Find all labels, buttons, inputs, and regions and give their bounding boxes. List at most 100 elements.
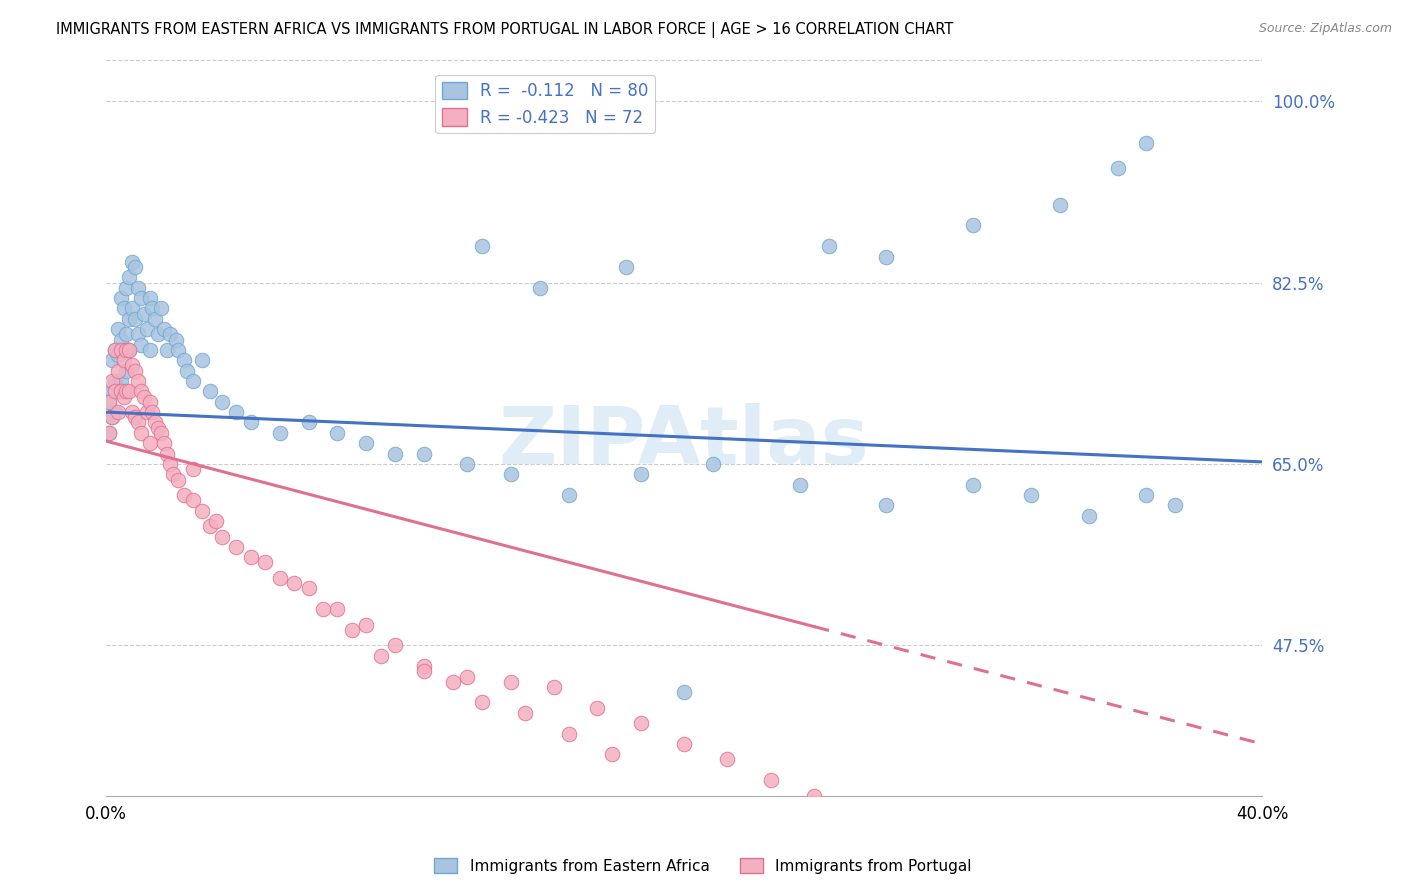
Point <box>529 281 551 295</box>
Point <box>159 327 181 342</box>
Point <box>150 301 173 316</box>
Point <box>118 343 141 357</box>
Point <box>110 384 132 399</box>
Point <box>269 425 291 440</box>
Point <box>121 405 143 419</box>
Point <box>150 425 173 440</box>
Point <box>614 260 637 274</box>
Point <box>269 571 291 585</box>
Point <box>1107 161 1129 176</box>
Point <box>190 353 212 368</box>
Point <box>356 617 378 632</box>
Point <box>211 530 233 544</box>
Point <box>107 384 129 399</box>
Point <box>716 752 738 766</box>
Point <box>962 477 984 491</box>
Point <box>600 747 623 762</box>
Text: ZIPAtlas: ZIPAtlas <box>499 403 869 482</box>
Point <box>340 623 363 637</box>
Point <box>143 416 166 430</box>
Point <box>673 737 696 751</box>
Point <box>557 726 579 740</box>
Point <box>112 353 135 368</box>
Legend: Immigrants from Eastern Africa, Immigrants from Portugal: Immigrants from Eastern Africa, Immigran… <box>429 852 977 880</box>
Point <box>112 301 135 316</box>
Point <box>129 384 152 399</box>
Point <box>138 436 160 450</box>
Point <box>165 333 187 347</box>
Point <box>101 374 124 388</box>
Point <box>312 602 335 616</box>
Point <box>121 254 143 268</box>
Point <box>156 343 179 357</box>
Point <box>135 322 157 336</box>
Point <box>104 384 127 399</box>
Text: IMMIGRANTS FROM EASTERN AFRICA VS IMMIGRANTS FROM PORTUGAL IN LABOR FORCE | AGE : IMMIGRANTS FROM EASTERN AFRICA VS IMMIGR… <box>56 22 953 38</box>
Point <box>176 364 198 378</box>
Point <box>1019 488 1042 502</box>
Point <box>543 680 565 694</box>
Point <box>159 457 181 471</box>
Point <box>384 447 406 461</box>
Point <box>156 447 179 461</box>
Point <box>107 322 129 336</box>
Point <box>557 488 579 502</box>
Point <box>127 281 149 295</box>
Point <box>153 436 176 450</box>
Point <box>127 374 149 388</box>
Point <box>173 353 195 368</box>
Point <box>471 239 494 253</box>
Point <box>141 301 163 316</box>
Point <box>121 359 143 373</box>
Point <box>1164 499 1187 513</box>
Point <box>297 582 319 596</box>
Point <box>356 436 378 450</box>
Point <box>1135 488 1157 502</box>
Point <box>962 219 984 233</box>
Point <box>759 773 782 788</box>
Point <box>148 327 170 342</box>
Point <box>132 390 155 404</box>
Point <box>129 291 152 305</box>
Point <box>817 239 839 253</box>
Point <box>200 519 222 533</box>
Point <box>702 457 724 471</box>
Point <box>413 447 436 461</box>
Point <box>115 327 138 342</box>
Point <box>118 311 141 326</box>
Point <box>441 674 464 689</box>
Point <box>101 384 124 399</box>
Point <box>107 348 129 362</box>
Point <box>456 669 478 683</box>
Point <box>132 307 155 321</box>
Point <box>104 343 127 357</box>
Point <box>141 405 163 419</box>
Point <box>110 343 132 357</box>
Point <box>112 384 135 399</box>
Point <box>673 685 696 699</box>
Point <box>127 327 149 342</box>
Point <box>239 416 262 430</box>
Point <box>630 467 652 482</box>
Point <box>107 364 129 378</box>
Point <box>98 425 121 440</box>
Point <box>129 425 152 440</box>
Point <box>143 311 166 326</box>
Point <box>384 639 406 653</box>
Point <box>456 457 478 471</box>
Point <box>107 405 129 419</box>
Point <box>124 410 146 425</box>
Point <box>875 499 897 513</box>
Point <box>98 394 121 409</box>
Point <box>205 514 228 528</box>
Legend: R =  -0.112   N = 80, R = -0.423   N = 72: R = -0.112 N = 80, R = -0.423 N = 72 <box>436 75 655 133</box>
Point <box>138 291 160 305</box>
Point <box>875 250 897 264</box>
Point <box>121 301 143 316</box>
Point <box>162 467 184 482</box>
Point <box>471 695 494 709</box>
Point <box>129 337 152 351</box>
Point <box>110 333 132 347</box>
Point <box>789 477 811 491</box>
Point <box>110 291 132 305</box>
